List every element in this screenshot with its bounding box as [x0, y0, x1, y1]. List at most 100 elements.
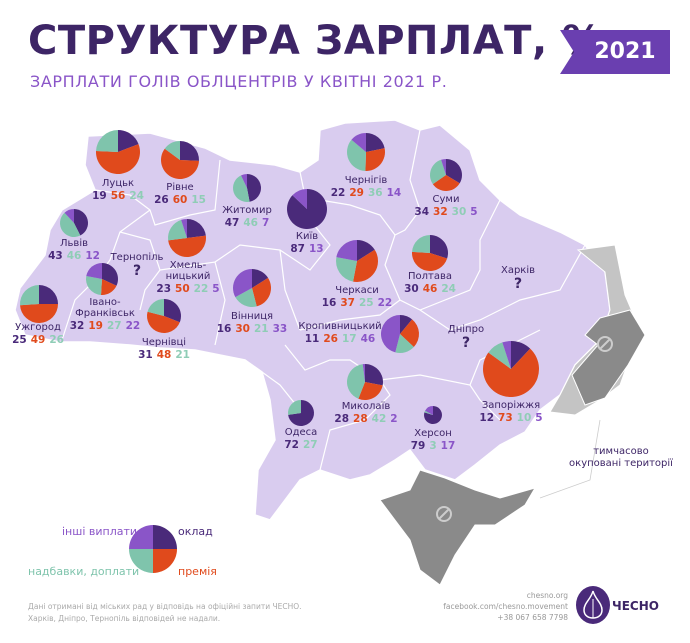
- pie-slice-premia: [100, 279, 117, 295]
- city-name: Суми: [432, 194, 460, 205]
- value-oklad: 25: [12, 334, 27, 346]
- value-nadbavky: 25: [359, 297, 374, 309]
- city-values: 16 37 25 22: [320, 297, 395, 309]
- pie-slice-premia: [168, 235, 206, 257]
- page-title: СТРУКТУРА ЗАРПЛАТ, %: [28, 18, 603, 64]
- pie-slice-nadbavky: [336, 257, 357, 282]
- phone: +38 067 658 7798: [497, 613, 568, 622]
- pie-slice-oklad: [400, 315, 413, 334]
- value-inshi: 2: [390, 413, 398, 425]
- value-nadbavky: 27: [107, 320, 122, 332]
- pie-slice-inshi: [362, 364, 365, 382]
- city-name: Луцьк: [101, 178, 135, 189]
- city-name: Рівне: [166, 182, 194, 193]
- footnote: Дані отримані від міських рад у відповід…: [28, 601, 302, 625]
- value-nadbavky: 17: [342, 333, 357, 345]
- city-name: Черкаси: [335, 285, 379, 296]
- pie-6: [59, 209, 89, 238]
- city-values: 43 46 12: [46, 250, 102, 262]
- pie-slice-oklad: [446, 159, 463, 184]
- value-oklad: 34: [414, 206, 430, 218]
- pie-slice-inshi: [441, 159, 446, 175]
- city-name: Чернівці: [141, 337, 187, 348]
- legend-pie: [129, 525, 177, 573]
- pie-slice-nadbavky: [347, 139, 366, 171]
- city-values: 47 46 7: [223, 217, 272, 229]
- value-premia: 29: [349, 187, 364, 199]
- value-oklad: 26: [154, 194, 169, 206]
- pie-0: [96, 130, 140, 174]
- legend-pie-slice-premia: [153, 549, 177, 573]
- value-inshi: 17: [440, 440, 456, 452]
- city-values: 25 49 26: [10, 334, 66, 346]
- pie-slice-inshi: [64, 209, 74, 223]
- city-name: Ужгород: [15, 322, 61, 333]
- city-values: 22 29 36 14: [329, 187, 404, 199]
- value-nadbavky: 24: [129, 190, 144, 202]
- pie-slice-nadbavky: [147, 299, 164, 316]
- pie-slice-oklad: [74, 209, 89, 236]
- value-oklad: 12: [479, 412, 495, 424]
- occupied-donbas: [571, 309, 646, 406]
- city-values: 28 28 42 2: [332, 413, 399, 425]
- value-nadbavky: 36: [368, 187, 383, 199]
- value-inshi: 46: [360, 333, 376, 345]
- value-oklad: 16: [321, 297, 337, 309]
- pie-slice-inshi: [336, 240, 357, 261]
- city-name: Миколаїв: [341, 401, 391, 412]
- pie-slice-nadbavky: [20, 285, 39, 306]
- value-nadbavky: 15: [191, 194, 206, 206]
- city-values: 32 19 27 22: [68, 320, 143, 332]
- city-name: Львів: [60, 238, 88, 249]
- value-inshi: 33: [272, 323, 288, 335]
- pie-slice-premia: [483, 348, 540, 398]
- footnote-line: Харків, Дніпро, Тернопіль відповідей не …: [28, 614, 221, 623]
- pie-slice-premia: [400, 319, 419, 348]
- pie-slice-premia: [252, 277, 271, 307]
- pie-15: [232, 269, 271, 307]
- legend-oklad: оклад: [178, 525, 213, 538]
- city-name: Дніпро: [447, 324, 485, 335]
- pie-slice-inshi: [425, 406, 433, 415]
- pie-10: [412, 235, 448, 271]
- pie-21: [424, 406, 443, 425]
- site-link[interactable]: chesno.org: [526, 591, 568, 600]
- pie-slice-oklad: [366, 133, 385, 152]
- value-nadbavky: 26: [49, 334, 64, 346]
- footnote-line: Дані отримані від міських рад у відповід…: [28, 602, 302, 611]
- pie-slice-inshi: [351, 133, 366, 152]
- pie-slice-premia: [20, 304, 59, 323]
- pie-slice-oklad: [118, 130, 139, 152]
- legend-pie-slice-inshi: [129, 525, 153, 549]
- pie-slice-inshi: [292, 189, 307, 209]
- pie-2: [233, 174, 261, 202]
- value-inshi: 13: [309, 243, 324, 255]
- pie-12: [20, 285, 59, 323]
- logo-text: ЧЕСНО: [612, 599, 659, 613]
- value-inshi: 22: [377, 297, 393, 309]
- city-name: Івано- Франківськ: [75, 297, 135, 319]
- value-nadbavky: 46: [66, 250, 82, 262]
- pie-slice-premia: [412, 251, 448, 271]
- pie-19: [346, 364, 383, 400]
- pie-slice-oklad: [430, 235, 448, 259]
- pie-slice-premia: [161, 148, 199, 179]
- city-name: Запоріжжя: [481, 400, 541, 411]
- city-name: Одеса: [284, 427, 318, 438]
- pie-20: [288, 400, 314, 426]
- pie-1: [161, 140, 200, 179]
- city-name: Херсон: [414, 428, 452, 439]
- value-premia: 30: [235, 323, 250, 335]
- pie-14: [146, 299, 181, 334]
- pie-slice-nadbavky: [288, 400, 301, 415]
- facebook-link[interactable]: facebook.com/chesno.movement: [443, 602, 568, 611]
- pie-slice-nadbavky: [96, 130, 118, 152]
- pie-slice-nadbavky: [412, 235, 430, 253]
- pie-slice-nadbavky: [168, 219, 187, 241]
- value-oklad: 47: [224, 217, 240, 229]
- legend-nadbavky: надбавки, доплати: [28, 565, 140, 578]
- pie-slice-nadbavky: [395, 334, 414, 354]
- value-oklad: 72: [284, 439, 299, 451]
- value-oklad: 32: [69, 320, 85, 332]
- year-label: 2021: [594, 39, 656, 64]
